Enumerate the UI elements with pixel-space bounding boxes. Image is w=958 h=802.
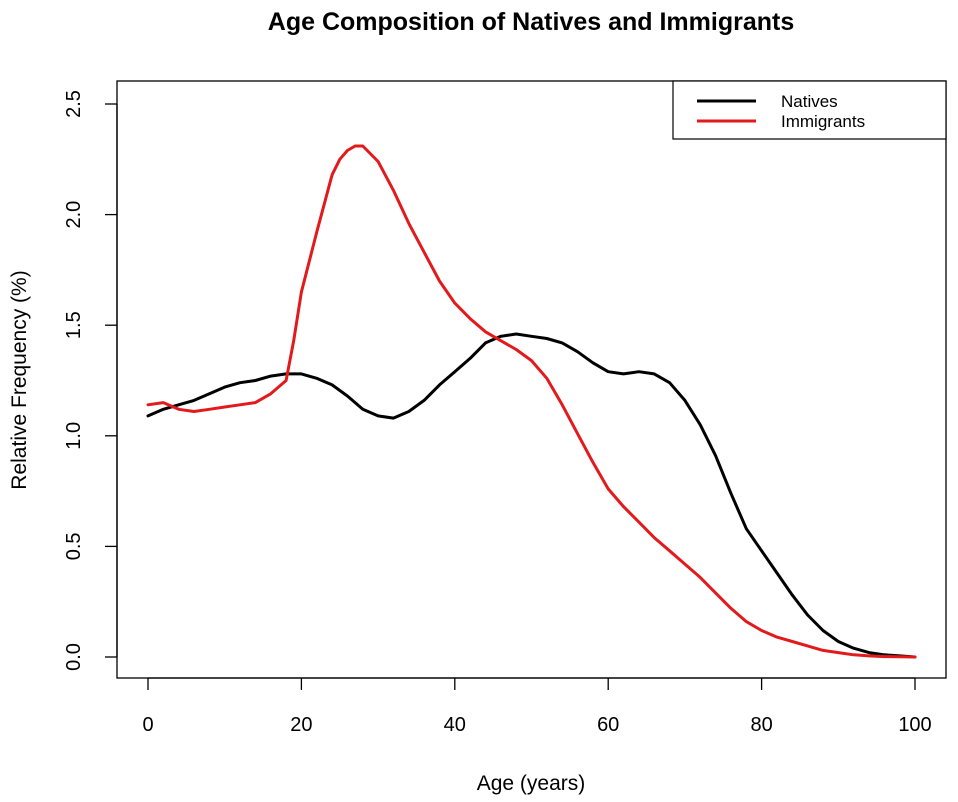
legend-label-natives: Natives (781, 92, 838, 111)
y-tick-label: 2.5 (63, 90, 85, 118)
y-axis-label: Relative Frequency (%) (8, 270, 31, 489)
legend-label-immigrants: Immigrants (781, 112, 865, 131)
legend-box (672, 80, 947, 140)
series-line-natives (146, 332, 917, 659)
x-tick-label: 40 (444, 714, 466, 736)
x-tick-label: 20 (290, 714, 312, 736)
y-tick-label: 1.5 (63, 311, 85, 339)
series-line-immigrants (146, 144, 917, 659)
x-axis: 0 20 40 60 80 100 (142, 677, 932, 736)
y-tick-label: 1.0 (63, 422, 85, 450)
y-tick-label: 0.5 (63, 532, 85, 560)
series-layer (146, 144, 917, 659)
chart-title: Age Composition of Natives and Immigrant… (268, 8, 794, 36)
y-tick-label: 0.0 (63, 643, 85, 671)
legend: Natives Immigrants (672, 80, 947, 140)
y-tick-label: 2.0 (63, 201, 85, 229)
x-tick-label: 80 (750, 714, 772, 736)
x-tick-label: 60 (597, 714, 619, 736)
plot-frame (116, 80, 947, 679)
x-axis-label: Age (years) (477, 772, 586, 795)
y-axis: 0.0 0.5 1.0 1.5 2.0 2.5 (63, 90, 118, 671)
x-tick-label: 0 (142, 714, 153, 736)
x-tick-label: 100 (898, 714, 931, 736)
